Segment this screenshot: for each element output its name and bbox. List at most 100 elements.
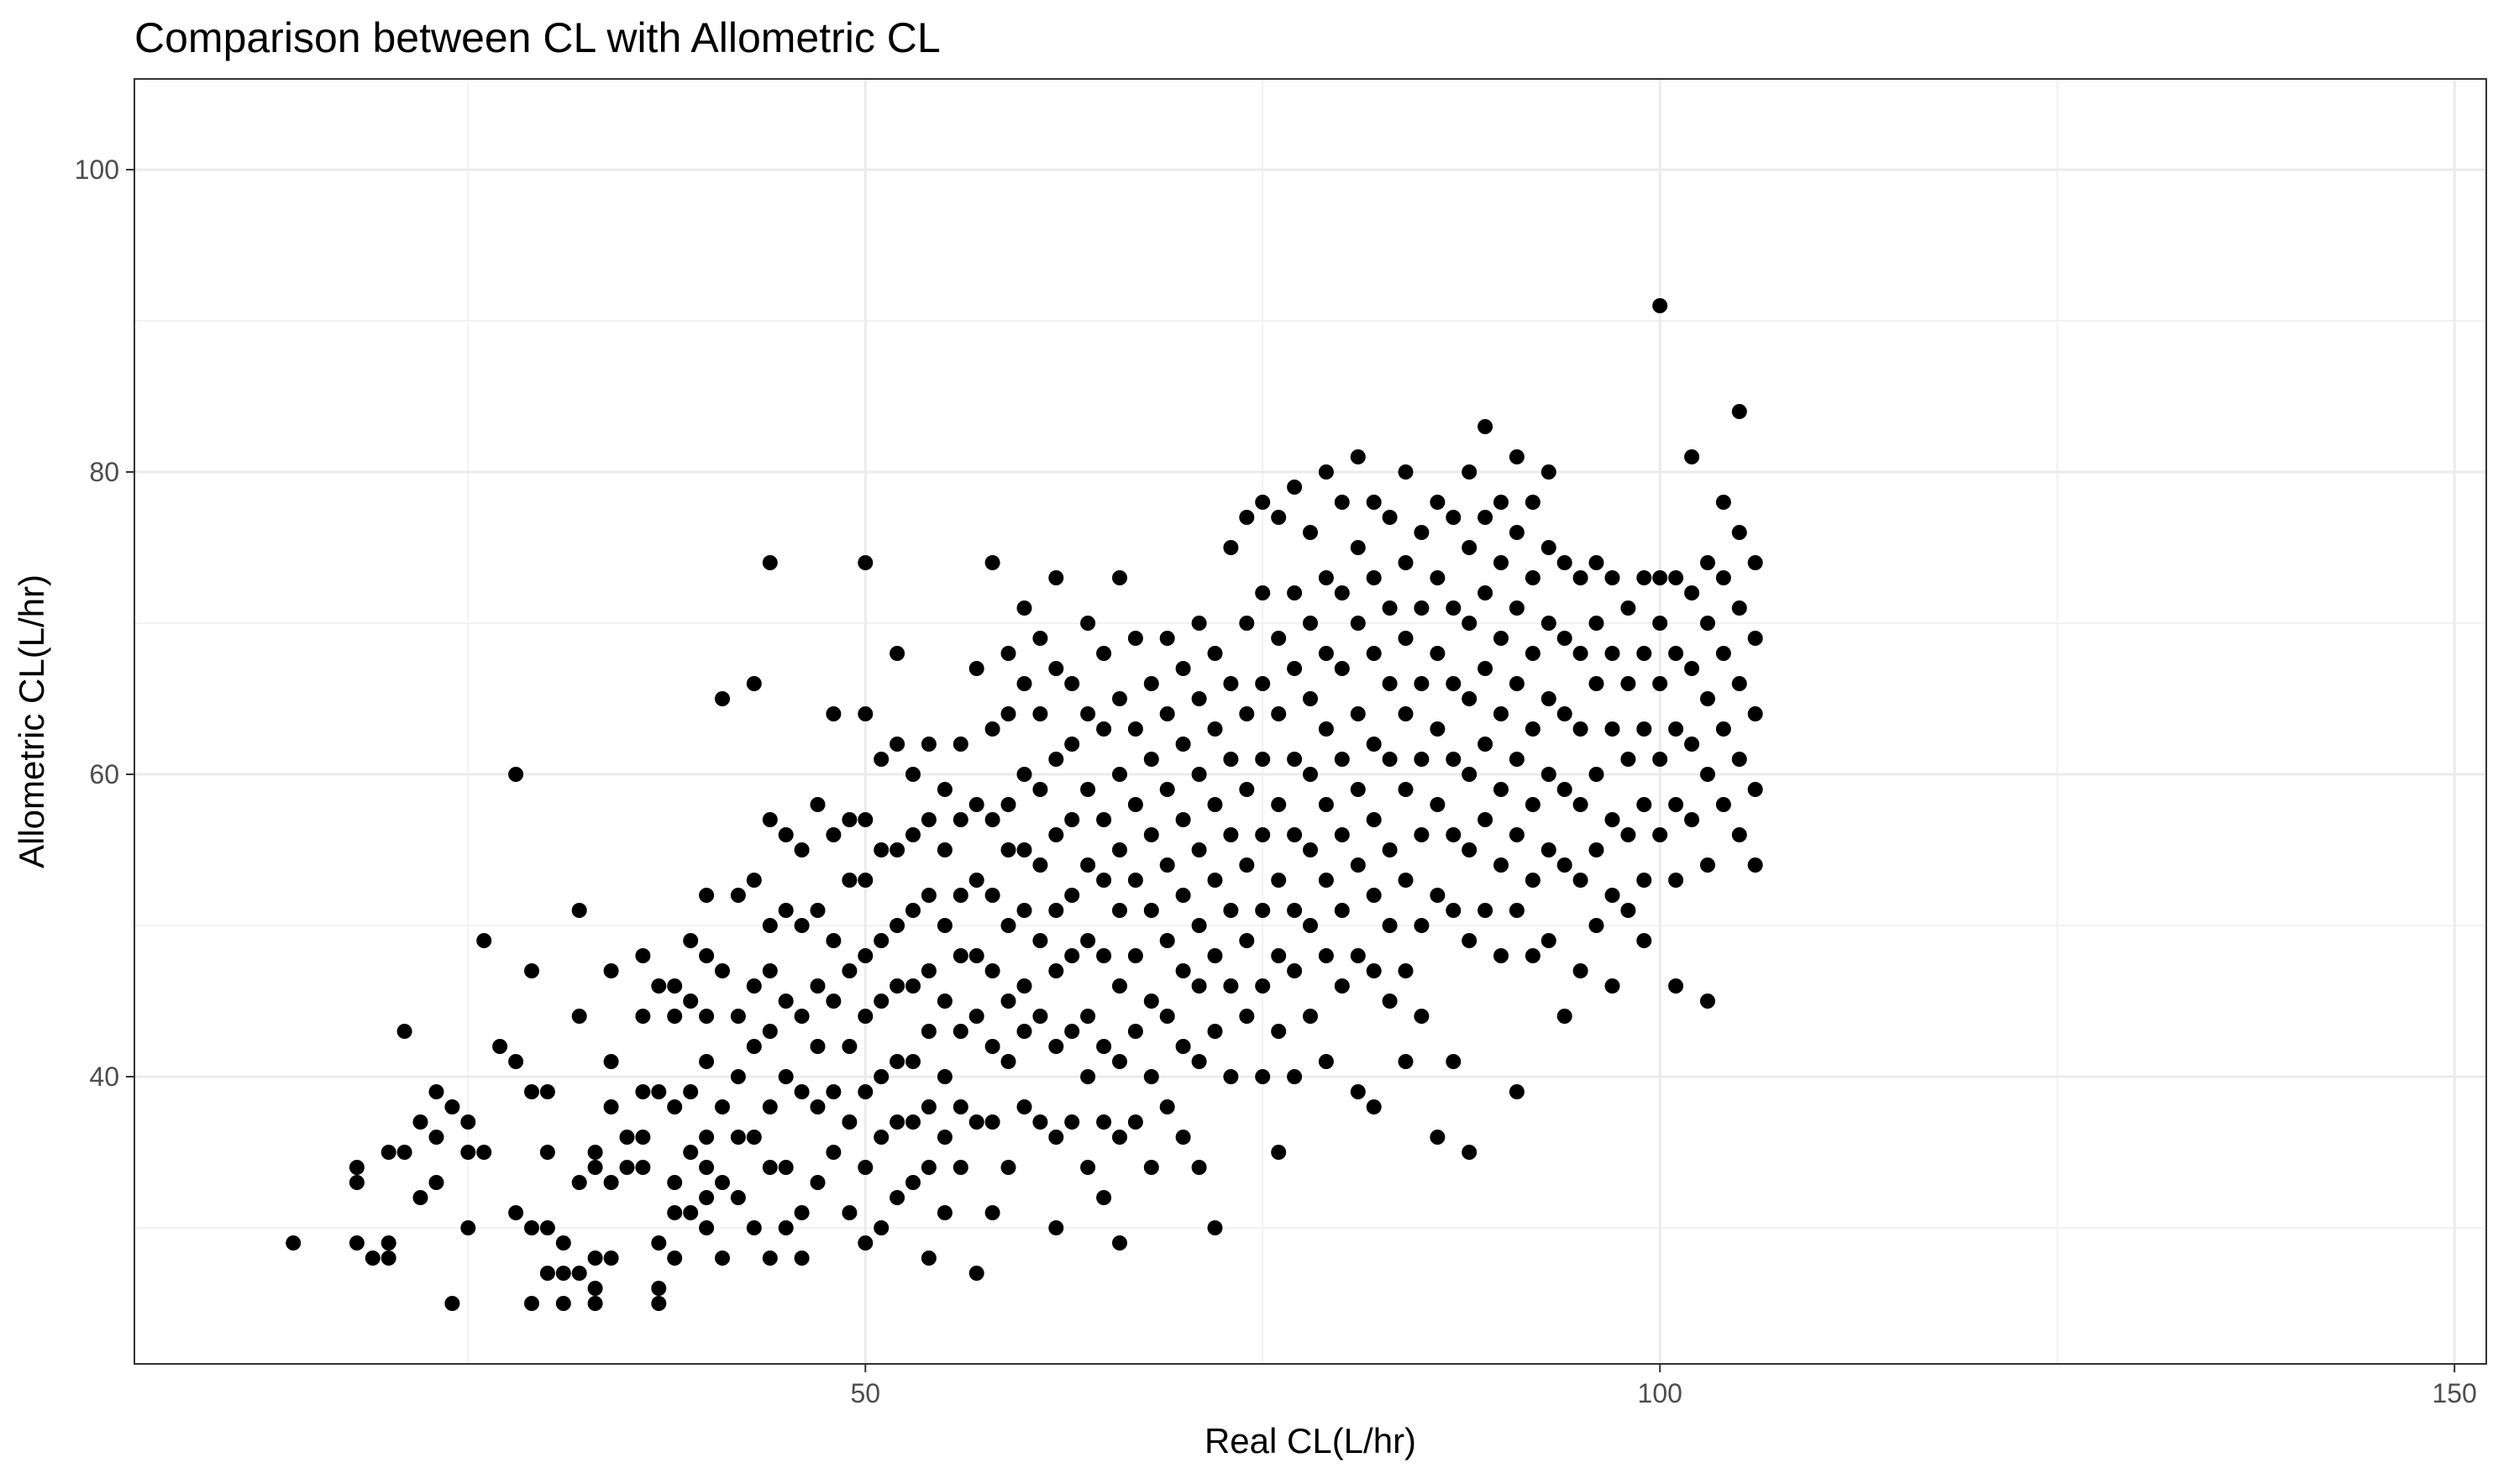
- data-point: [1477, 737, 1493, 752]
- data-point: [746, 676, 762, 691]
- data-point: [1382, 600, 1398, 616]
- data-point: [1366, 812, 1382, 827]
- data-point: [1398, 464, 1414, 480]
- data-point: [1207, 797, 1223, 812]
- data-point: [1318, 721, 1334, 737]
- data-point: [746, 1039, 762, 1054]
- x-tick-label: 150: [2432, 1378, 2476, 1408]
- data-point: [1223, 827, 1239, 842]
- data-point: [1731, 600, 1747, 616]
- data-point: [1525, 797, 1540, 812]
- data-point: [1572, 570, 1588, 585]
- data-point: [715, 1099, 730, 1114]
- data-point: [1064, 1024, 1080, 1039]
- data-point: [1620, 752, 1636, 767]
- data-point: [1700, 994, 1715, 1009]
- data-point: [1080, 933, 1096, 948]
- data-point: [1191, 1160, 1207, 1175]
- data-point: [1255, 978, 1271, 994]
- data-point: [1540, 767, 1556, 782]
- data-point: [1080, 706, 1096, 721]
- data-point: [1525, 495, 1540, 510]
- data-point: [1493, 857, 1509, 873]
- data-point: [1652, 827, 1668, 842]
- data-point: [953, 888, 968, 903]
- data-point: [1334, 978, 1350, 994]
- data-point: [683, 1145, 699, 1160]
- data-point: [1668, 978, 1684, 994]
- data-point: [984, 721, 1000, 737]
- data-point: [746, 1130, 762, 1145]
- data-point: [858, 555, 874, 570]
- data-point: [890, 918, 905, 933]
- data-point: [667, 1099, 683, 1114]
- data-point: [1525, 570, 1540, 585]
- data-point: [667, 1009, 683, 1024]
- data-point: [1477, 903, 1493, 918]
- data-point: [1604, 978, 1620, 994]
- data-point: [1287, 1069, 1303, 1084]
- data-point: [381, 1251, 396, 1266]
- data-point: [1287, 752, 1303, 767]
- data-point: [1032, 782, 1048, 797]
- data-point: [555, 1235, 571, 1251]
- data-point: [874, 933, 890, 948]
- data-point: [1096, 1190, 1112, 1205]
- data-point: [794, 1205, 810, 1220]
- data-point: [1540, 464, 1556, 480]
- data-point: [1668, 873, 1684, 888]
- data-point: [1112, 903, 1127, 918]
- data-point: [1525, 646, 1540, 661]
- data-point: [968, 873, 984, 888]
- data-point: [1715, 646, 1731, 661]
- y-tick-label: 40: [89, 1062, 119, 1092]
- data-point: [921, 888, 937, 903]
- data-point: [1509, 903, 1525, 918]
- data-point: [730, 1190, 746, 1205]
- data-point: [1239, 706, 1255, 721]
- data-point: [778, 994, 794, 1009]
- data-point: [476, 1145, 492, 1160]
- data-point: [1509, 600, 1525, 616]
- data-point: [1271, 1145, 1287, 1160]
- data-point: [1398, 631, 1414, 646]
- data-point: [810, 797, 826, 812]
- data-point: [1064, 948, 1080, 963]
- data-point: [1000, 918, 1016, 933]
- data-point: [1540, 842, 1556, 857]
- data-point: [555, 1296, 571, 1311]
- data-point: [349, 1160, 365, 1175]
- data-point: [1540, 691, 1556, 706]
- data-point: [1414, 827, 1430, 842]
- data-point: [1096, 948, 1112, 963]
- data-point: [1620, 676, 1636, 691]
- data-point: [1016, 600, 1032, 616]
- data-points: [286, 298, 1763, 1311]
- data-point: [508, 1205, 524, 1220]
- data-point: [842, 1114, 858, 1130]
- data-point: [1159, 1009, 1175, 1024]
- data-point: [1493, 782, 1509, 797]
- data-point: [1239, 782, 1255, 797]
- data-point: [365, 1251, 381, 1266]
- data-point: [1048, 1220, 1064, 1235]
- data-point: [667, 978, 683, 994]
- data-point: [778, 1220, 794, 1235]
- data-point: [1747, 782, 1763, 797]
- data-point: [635, 1009, 651, 1024]
- data-point: [762, 963, 778, 978]
- data-point: [874, 752, 890, 767]
- data-point: [778, 903, 794, 918]
- data-point: [1112, 842, 1127, 857]
- data-point: [1493, 706, 1509, 721]
- data-point: [1143, 994, 1159, 1009]
- data-point: [571, 1175, 587, 1190]
- data-point: [858, 812, 874, 827]
- data-point: [1652, 298, 1668, 313]
- data-point: [1700, 691, 1715, 706]
- data-point: [1430, 721, 1446, 737]
- data-point: [1446, 676, 1462, 691]
- data-point: [1112, 691, 1127, 706]
- data-point: [1366, 570, 1382, 585]
- data-point: [683, 1084, 699, 1099]
